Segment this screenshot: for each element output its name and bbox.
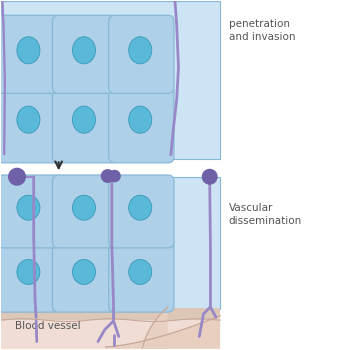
Ellipse shape xyxy=(72,195,96,220)
FancyBboxPatch shape xyxy=(52,85,118,163)
FancyBboxPatch shape xyxy=(52,15,118,93)
FancyBboxPatch shape xyxy=(0,15,62,93)
Ellipse shape xyxy=(129,37,152,64)
Bar xyxy=(1,320,220,349)
Ellipse shape xyxy=(17,37,40,64)
Circle shape xyxy=(108,170,121,182)
FancyBboxPatch shape xyxy=(109,15,174,93)
Ellipse shape xyxy=(129,259,152,285)
Bar xyxy=(1,177,220,309)
Ellipse shape xyxy=(72,106,96,133)
FancyBboxPatch shape xyxy=(109,175,174,248)
FancyBboxPatch shape xyxy=(0,175,62,248)
FancyBboxPatch shape xyxy=(52,239,118,312)
Text: Blood vessel: Blood vessel xyxy=(15,321,81,331)
Bar xyxy=(1,1,220,159)
FancyBboxPatch shape xyxy=(0,239,62,312)
Bar xyxy=(1,308,220,321)
Text: Vascular
dissemination: Vascular dissemination xyxy=(229,203,302,226)
Circle shape xyxy=(8,168,26,186)
Ellipse shape xyxy=(129,106,152,133)
Text: penetration
and invasion: penetration and invasion xyxy=(229,19,295,42)
FancyBboxPatch shape xyxy=(109,85,174,163)
FancyBboxPatch shape xyxy=(109,239,174,312)
Ellipse shape xyxy=(17,106,40,133)
FancyBboxPatch shape xyxy=(0,85,62,163)
FancyBboxPatch shape xyxy=(52,175,118,248)
Ellipse shape xyxy=(17,195,40,220)
Circle shape xyxy=(202,169,218,185)
Ellipse shape xyxy=(72,37,96,64)
Ellipse shape xyxy=(72,259,96,285)
Ellipse shape xyxy=(129,195,152,220)
Circle shape xyxy=(101,169,114,183)
Ellipse shape xyxy=(17,259,40,285)
